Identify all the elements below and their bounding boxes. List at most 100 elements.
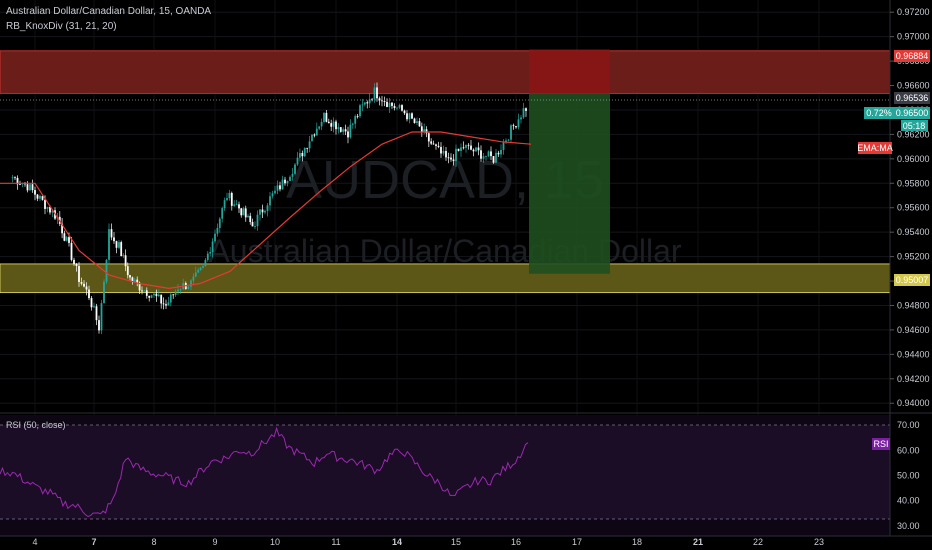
candle-body	[80, 282, 83, 284]
candle-body	[19, 184, 21, 186]
candle-body	[204, 259, 207, 267]
stop-loss-zone[interactable]	[529, 49, 610, 94]
candle-body	[93, 306, 95, 308]
time-tick-label: 4	[32, 537, 37, 547]
candle-body	[110, 229, 113, 238]
candle-body	[325, 112, 328, 122]
candle-body	[136, 279, 139, 283]
candle-body	[413, 118, 416, 124]
candle-body	[187, 286, 190, 289]
candle-body	[470, 145, 472, 150]
candle-body	[525, 108, 527, 111]
price-tick-label: 0.95400	[897, 227, 930, 237]
time-axis[interactable]: 4 7 8 9 10 11 14 15 16 17 18 21 22 23	[32, 537, 824, 547]
time-tick-label: 16	[511, 537, 521, 547]
candle-body	[143, 290, 146, 292]
candle-body	[218, 218, 221, 228]
candle-body	[160, 294, 163, 304]
candle-body	[34, 190, 36, 195]
candle-body	[63, 233, 66, 241]
candle-body	[344, 129, 347, 132]
candle-body	[266, 205, 269, 211]
candle-body	[49, 206, 51, 213]
time-tick-label: 17	[572, 537, 582, 547]
candle-body	[113, 237, 115, 242]
candle-body	[70, 242, 73, 260]
candle-body	[122, 255, 125, 257]
candle-body	[100, 303, 103, 331]
badge-ema: EMA:MA	[857, 142, 893, 154]
candle-body	[457, 148, 460, 151]
badge-price-line: 0.96536	[894, 92, 930, 104]
candle-body	[337, 127, 340, 130]
candle-body	[455, 148, 457, 162]
candle-body	[284, 179, 286, 184]
candle-body	[335, 121, 337, 130]
candle-body	[148, 295, 151, 298]
candle-body	[315, 128, 318, 136]
candle-body	[361, 104, 364, 106]
candle-body	[327, 121, 330, 124]
rsi-legend[interactable]: RSI (50, close)	[6, 420, 66, 430]
time-tick-label: 18	[632, 537, 642, 547]
candle-body	[445, 151, 447, 158]
candle-body	[14, 177, 16, 179]
candle-body	[118, 242, 120, 248]
candle-body	[233, 204, 236, 206]
candle-body	[437, 145, 440, 147]
candle-body	[442, 151, 445, 154]
candle-body	[165, 304, 167, 306]
candle-body	[318, 126, 321, 129]
candle-body	[131, 277, 134, 282]
candle-body	[145, 290, 148, 296]
candle-body	[291, 173, 294, 177]
candle-body	[78, 265, 80, 283]
candle-body	[271, 193, 274, 197]
candle-body	[507, 139, 510, 141]
candle-body	[393, 105, 396, 109]
rsi-axis[interactable]: 70.00 60.00 50.00 40.00 30.00	[897, 420, 920, 531]
candle-body	[238, 204, 240, 209]
candle-body	[167, 302, 170, 306]
resistance-zone[interactable]	[0, 50, 891, 94]
candle-body	[98, 320, 100, 331]
candle-body	[150, 295, 153, 298]
candle-body	[211, 241, 214, 253]
candle-body	[90, 298, 93, 308]
candle-body	[485, 156, 487, 157]
time-tick-label: 9	[212, 537, 217, 547]
candle-body	[381, 100, 383, 102]
candle-body	[366, 102, 369, 104]
candle-body	[286, 181, 289, 184]
candle-body	[11, 177, 14, 179]
candle-body	[157, 294, 160, 297]
candle-body	[320, 121, 323, 127]
chart-title: Australian Dollar/Canadian Dollar, 15, O…	[6, 6, 212, 17]
candle-body	[363, 102, 366, 105]
candle-body	[440, 146, 442, 154]
candle-body	[330, 123, 333, 127]
candle-body	[172, 294, 175, 296]
candle-body	[24, 183, 26, 185]
candle-body	[492, 156, 495, 163]
candle-body	[420, 126, 423, 132]
candle-body	[190, 280, 192, 287]
candle-body	[26, 184, 29, 191]
take-profit-zone[interactable]	[529, 93, 610, 274]
candle-body	[311, 134, 313, 142]
candle-body	[209, 252, 212, 254]
candle-body	[435, 144, 437, 146]
support-zone[interactable]	[0, 263, 891, 294]
candle-body	[462, 147, 465, 149]
candle-body	[502, 142, 505, 150]
candle-body	[199, 267, 202, 270]
candle-body	[85, 286, 88, 290]
candle-body	[386, 101, 388, 107]
candle-body	[452, 159, 455, 162]
time-tick-label: 11	[331, 537, 340, 547]
candle-body	[276, 185, 279, 191]
price-tick-label: 0.94800	[897, 300, 930, 310]
indicator-legend[interactable]: RB_KnoxDiv (31, 21, 20)	[6, 21, 117, 32]
candle-body	[240, 208, 243, 216]
